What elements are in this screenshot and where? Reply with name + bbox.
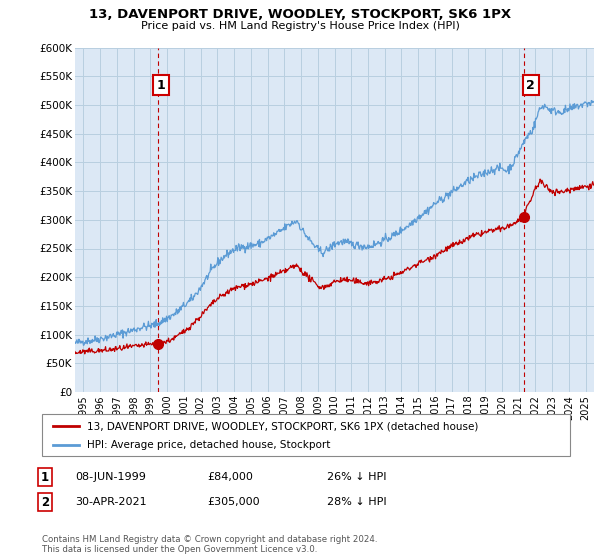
Text: Contains HM Land Registry data © Crown copyright and database right 2024.
This d: Contains HM Land Registry data © Crown c… (42, 535, 377, 554)
Text: 13, DAVENPORT DRIVE, WOODLEY, STOCKPORT, SK6 1PX: 13, DAVENPORT DRIVE, WOODLEY, STOCKPORT,… (89, 8, 511, 21)
Text: £84,000: £84,000 (207, 472, 253, 482)
Text: 28% ↓ HPI: 28% ↓ HPI (327, 497, 386, 507)
FancyBboxPatch shape (42, 414, 570, 456)
Text: 13, DAVENPORT DRIVE, WOODLEY, STOCKPORT, SK6 1PX (detached house): 13, DAVENPORT DRIVE, WOODLEY, STOCKPORT,… (87, 421, 478, 431)
Text: 08-JUN-1999: 08-JUN-1999 (75, 472, 146, 482)
Text: 1: 1 (156, 79, 165, 92)
Text: 26% ↓ HPI: 26% ↓ HPI (327, 472, 386, 482)
Text: 1: 1 (41, 470, 49, 484)
Text: 2: 2 (526, 79, 535, 92)
Text: Price paid vs. HM Land Registry's House Price Index (HPI): Price paid vs. HM Land Registry's House … (140, 21, 460, 31)
Text: HPI: Average price, detached house, Stockport: HPI: Average price, detached house, Stoc… (87, 440, 330, 450)
Text: 30-APR-2021: 30-APR-2021 (75, 497, 146, 507)
Text: 2: 2 (41, 496, 49, 509)
Text: £305,000: £305,000 (207, 497, 260, 507)
